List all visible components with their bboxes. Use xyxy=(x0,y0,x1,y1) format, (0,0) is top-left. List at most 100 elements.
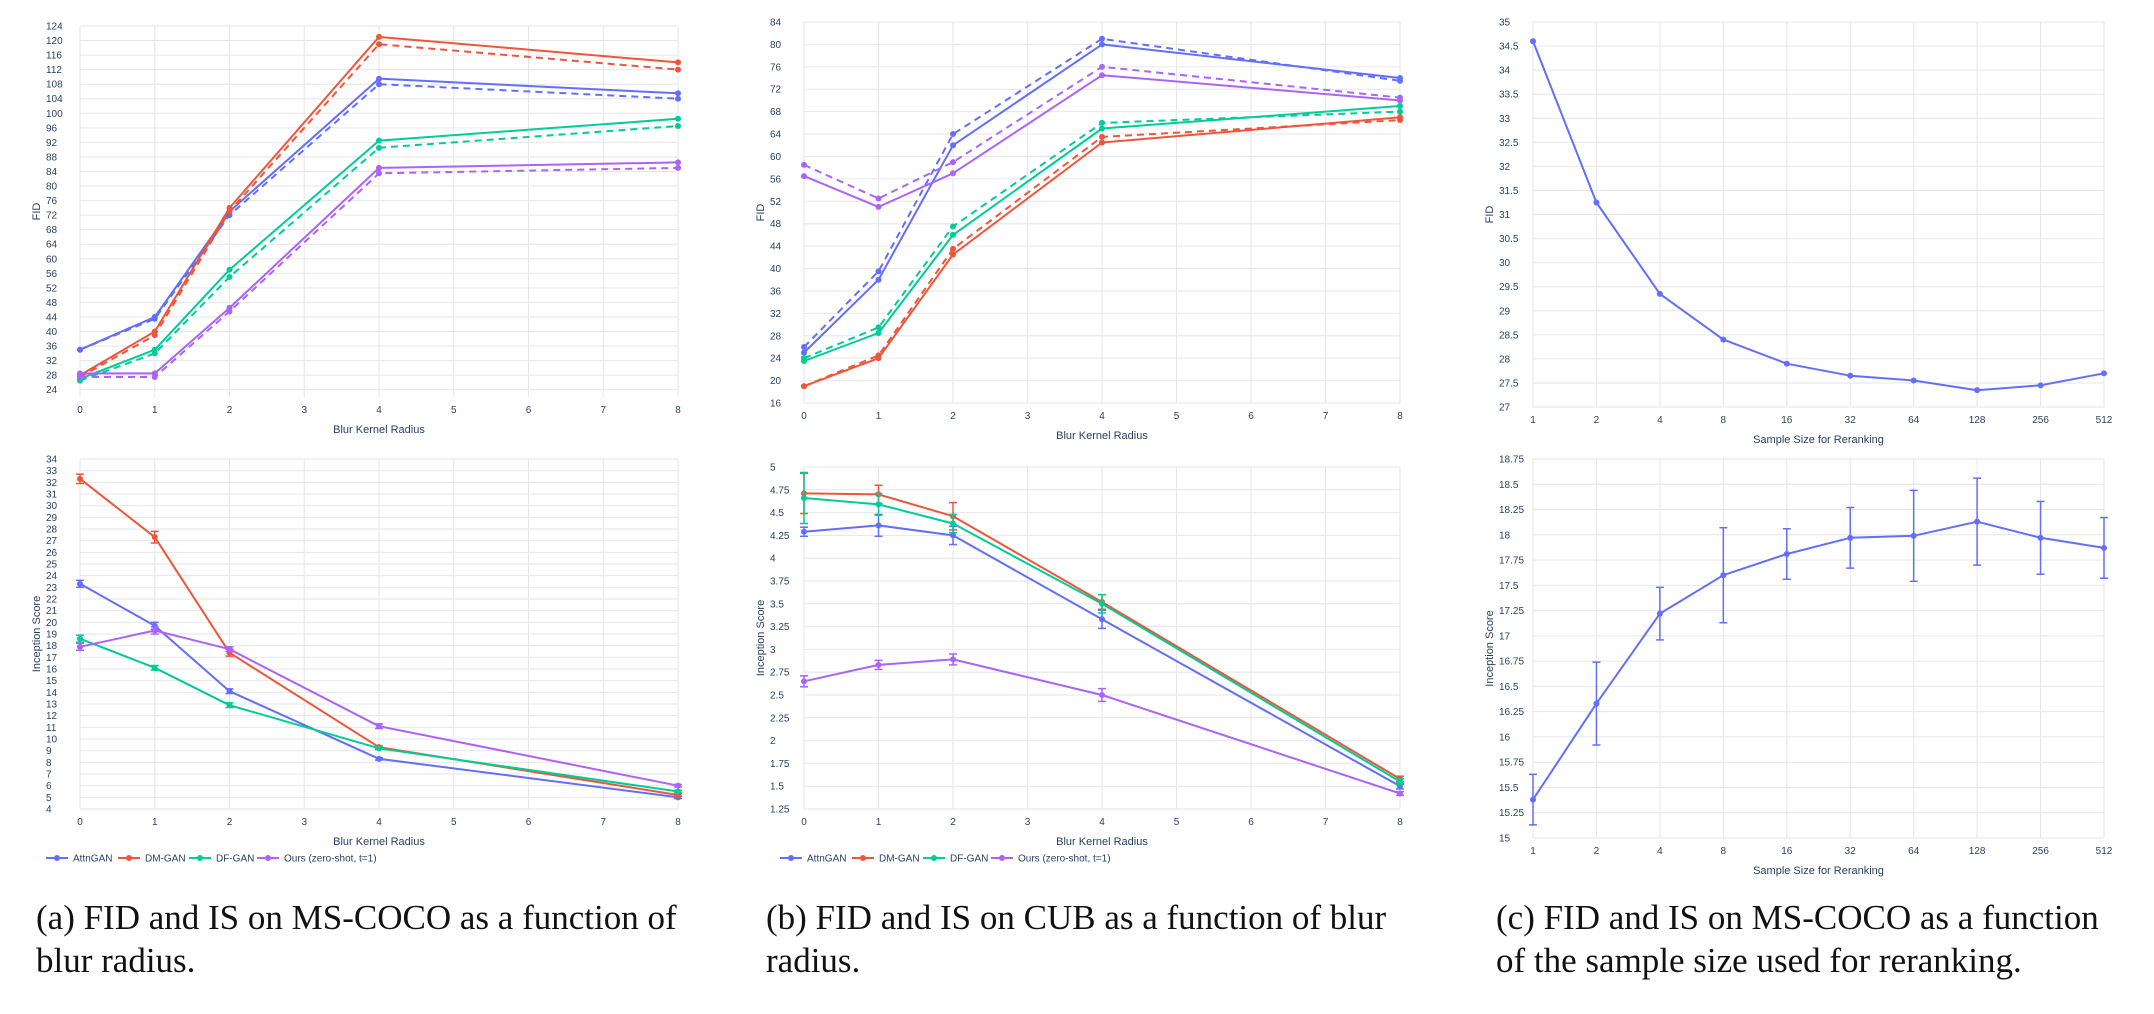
y-tick-label: 7 xyxy=(46,770,52,781)
data-point xyxy=(950,142,956,149)
y-tick-label: 23 xyxy=(46,583,58,594)
data-point xyxy=(1720,572,1727,579)
data-point xyxy=(1847,372,1854,379)
data-point xyxy=(1847,534,1854,541)
x-tick-label: 3 xyxy=(1025,817,1031,828)
y-tick-label: 32.5 xyxy=(1499,138,1519,149)
legend-label: AttnGAN xyxy=(807,854,846,865)
y-tick-label: 14 xyxy=(46,688,58,699)
x-tick-label: 5 xyxy=(451,405,457,416)
data-point xyxy=(675,788,681,795)
x-tick-label: 8 xyxy=(1721,415,1727,426)
y-tick-label: 9 xyxy=(46,746,52,757)
x-tick-label: 3 xyxy=(301,817,307,828)
x-axis-title: Blur Kernel Radius xyxy=(333,424,425,436)
y-tick-label: 27 xyxy=(1499,403,1511,414)
data-point xyxy=(801,678,807,685)
y-tick-label: 36 xyxy=(46,342,58,353)
x-tick-label: 4 xyxy=(1099,411,1105,422)
x-tick-label: 256 xyxy=(2032,846,2049,857)
x-tick-label: 4 xyxy=(376,817,382,828)
data-point xyxy=(77,373,83,380)
data-point xyxy=(875,501,882,508)
y-tick-label: 100 xyxy=(46,109,63,120)
y-tick-label: 108 xyxy=(46,80,63,91)
data-point xyxy=(950,159,956,166)
data-point xyxy=(1656,290,1663,297)
y-tick-label: 22 xyxy=(46,595,58,606)
y-tick-label: 40 xyxy=(770,264,782,275)
y-tick-label: 28 xyxy=(46,371,58,382)
y-tick-label: 20 xyxy=(46,618,58,629)
x-tick-label: 5 xyxy=(451,817,457,828)
y-tick-label: 5 xyxy=(46,793,52,804)
x-tick-label: 16 xyxy=(1781,846,1793,857)
x-tick-label: 128 xyxy=(1969,846,1986,857)
y-tick-label: 56 xyxy=(770,174,782,185)
data-point xyxy=(950,131,956,138)
data-point xyxy=(1099,133,1105,140)
series-line xyxy=(1532,40,2105,392)
data-point xyxy=(1530,38,1536,45)
x-tick-label: 0 xyxy=(801,411,807,422)
data-point xyxy=(77,635,83,642)
data-point xyxy=(376,723,382,730)
caption-a: (a) FID and IS on MS-COCO as a function … xyxy=(36,898,677,980)
y-tick-label: 80 xyxy=(46,182,58,193)
data-point xyxy=(1397,790,1403,797)
y-tick-label: 34.5 xyxy=(1499,42,1519,53)
data-point xyxy=(1530,796,1536,803)
x-tick-label: 6 xyxy=(526,405,532,416)
x-tick-label: 2 xyxy=(227,817,233,828)
y-tick-label: 44 xyxy=(46,312,58,323)
data-point xyxy=(1099,600,1105,607)
data-point xyxy=(77,475,83,482)
data-point xyxy=(1783,360,1790,367)
x-tick-label: 0 xyxy=(77,817,83,828)
data-point xyxy=(151,373,158,380)
data-point xyxy=(376,33,382,40)
y-tick-label: 48 xyxy=(770,219,782,230)
data-point xyxy=(801,495,807,502)
y-tick-label: 5 xyxy=(770,463,776,474)
legend-label: Ours (zero-shot, t=1) xyxy=(1018,854,1111,865)
y-tick-label: 21 xyxy=(46,606,58,617)
x-tick-label: 32 xyxy=(1845,415,1857,426)
y-tick-label: 30.5 xyxy=(1499,234,1519,245)
y-axis-title: Inception Score xyxy=(31,596,43,672)
x-axis-title: Blur Kernel Radius xyxy=(1056,836,1148,848)
data-point xyxy=(1397,94,1403,101)
x-axis-title: Sample Size for Reranking xyxy=(1753,434,1884,446)
y-tick-label: 16.75 xyxy=(1499,657,1524,668)
legend-a: AttnGAN DM-GAN DF-GAN Ours (zero-shot, t=1) xyxy=(46,854,377,865)
data-point xyxy=(226,308,233,315)
y-tick-label: 32 xyxy=(46,356,58,367)
data-point xyxy=(2101,544,2107,551)
legend-b: AttnGAN DM-GAN DF-GAN Ours (zero-shot, t=1) xyxy=(780,854,1111,865)
data-point xyxy=(1910,377,1917,384)
data-point xyxy=(1720,336,1727,343)
y-tick-label: 4 xyxy=(770,554,776,565)
data-point xyxy=(950,231,956,238)
y-tick-label: 17.25 xyxy=(1499,606,1524,617)
x-tick-label: 0 xyxy=(801,817,807,828)
data-point xyxy=(77,346,83,353)
x-tick-label: 128 xyxy=(1969,415,1986,426)
y-tick-label: 27 xyxy=(46,536,58,547)
data-point xyxy=(77,580,83,587)
data-point xyxy=(151,315,158,322)
chart-c-is: 1 2 4 8 16 32 64 128 256 512 15 15.25 15.5 15.75 16 16.… xyxy=(1484,455,2113,878)
x-tick-label: 2 xyxy=(1594,415,1600,426)
x-axis-title: Blur Kernel Radius xyxy=(1056,430,1148,442)
x-tick-label: 2 xyxy=(227,405,233,416)
data-point xyxy=(376,745,382,752)
x-tick-label: 8 xyxy=(1397,817,1403,828)
data-point xyxy=(1099,125,1105,132)
data-point xyxy=(376,755,382,762)
y-tick-label: 10 xyxy=(46,735,58,746)
x-tick-label: 1 xyxy=(152,817,158,828)
data-point xyxy=(675,90,681,97)
y-tick-label: 104 xyxy=(46,94,63,105)
y-tick-label: 17 xyxy=(46,653,58,664)
data-point xyxy=(675,159,681,166)
